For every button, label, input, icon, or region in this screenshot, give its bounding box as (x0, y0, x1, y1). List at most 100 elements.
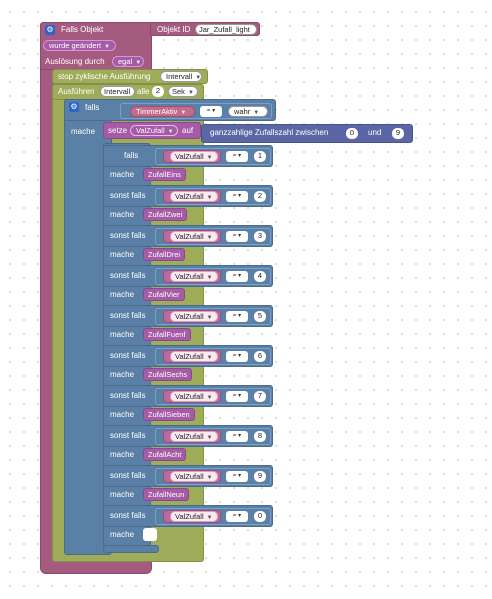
function-call-zufalleins[interactable]: ZufallEins (143, 168, 186, 181)
set-var-dropdown[interactable]: ValZufall ▼ (130, 125, 178, 136)
variable-dropdown[interactable]: ValZufall ▼ (170, 151, 218, 162)
compare-value[interactable]: 5 (254, 311, 266, 322)
random-label: ganzzahlige Zufallszahl zwischen (210, 128, 329, 137)
compare-value[interactable]: 9 (254, 471, 266, 482)
run-dropdown[interactable]: Intervall (100, 86, 135, 97)
then-label: mache (110, 330, 135, 339)
compare-value[interactable]: 4 (254, 271, 266, 282)
caret-down-icon: ▼ (206, 475, 213, 481)
stop-cycle-dropdown[interactable]: Intervall ▼ (160, 71, 202, 82)
caret-down-icon: ▼ (195, 75, 202, 81)
gear-icon[interactable]: ⚙ (45, 25, 55, 35)
else-if-label: sonst falls (110, 471, 146, 480)
set-label: setze (108, 126, 128, 135)
caret-down-icon: ▼ (206, 435, 213, 441)
function-call-zufallneun[interactable]: ZufallNeun (143, 488, 190, 501)
then-label: mache (110, 250, 135, 259)
caret-down-icon: ▼ (206, 195, 213, 201)
then-label: mache (110, 410, 135, 419)
else-if-label: sonst falls (110, 351, 146, 360)
outer-then-label: mache (71, 127, 96, 136)
variable-dropdown[interactable]: ValZufall ▼ (170, 191, 218, 202)
if-label: falls (124, 151, 139, 160)
operator-dropdown[interactable]: = ▾ (226, 151, 248, 162)
variable-dropdown[interactable]: ValZufall ▼ (170, 311, 218, 322)
object-id-field[interactable]: Jar_Zufall_light (195, 24, 257, 35)
compare-value[interactable]: 6 (254, 351, 266, 362)
timer-var-dropdown[interactable]: TimmerAktiv ▼ (130, 106, 195, 117)
run-label: Ausführen (58, 87, 95, 96)
caret-down-icon: ▼ (187, 90, 194, 96)
caret-down-icon: ▼ (180, 110, 187, 116)
every-label: alle (137, 87, 150, 96)
stop-cycle-label: stop zyklische Ausführung (58, 72, 151, 81)
then-label: mache (110, 170, 135, 179)
else-if-label: sonst falls (110, 511, 146, 520)
then-label: mache (110, 490, 135, 499)
variable-dropdown[interactable]: ValZufall ▼ (170, 471, 218, 482)
caret-down-icon: ▼ (253, 110, 260, 116)
caret-down-icon: ▼ (206, 315, 213, 321)
empty-statement-slot (143, 528, 157, 541)
operator-dropdown[interactable]: = ▾ (226, 391, 248, 402)
caret-down-icon: ▼ (206, 395, 213, 401)
random-from-value[interactable]: 0 (346, 128, 358, 139)
variable-dropdown[interactable]: ValZufall ▼ (170, 431, 218, 442)
function-call-zufallsieben[interactable]: ZufallSieben (143, 408, 195, 421)
random-int-block[interactable] (201, 124, 413, 143)
trigger-by-dropdown[interactable]: egal ▼ (112, 56, 144, 67)
operator-dropdown[interactable]: = ▾ (226, 191, 248, 202)
bool-dropdown[interactable]: wahr ▼ (228, 106, 268, 117)
caret-down-icon: ▼ (206, 275, 213, 281)
then-label: mache (110, 370, 135, 379)
operator-dropdown[interactable]: = ▾ (226, 351, 248, 362)
variable-dropdown[interactable]: ValZufall ▼ (170, 271, 218, 282)
caret-down-icon: ▼ (206, 155, 213, 161)
operator-dropdown[interactable]: = ▾ (226, 431, 248, 442)
random-to-value[interactable]: 9 (392, 128, 404, 139)
operator-dropdown[interactable]: = ▾ (226, 311, 248, 322)
function-call-zufalldrei[interactable]: ZufallDrei (143, 248, 186, 261)
operator-dropdown[interactable]: = ▾ (200, 106, 222, 117)
variable-dropdown[interactable]: ValZufall ▼ (170, 231, 218, 242)
compare-value[interactable]: 0 (254, 511, 266, 522)
else-if-label: sonst falls (110, 191, 146, 200)
compare-value[interactable]: 7 (254, 391, 266, 402)
operator-dropdown[interactable]: = ▾ (226, 231, 248, 242)
variable-dropdown[interactable]: ValZufall ▼ (170, 391, 218, 402)
operator-dropdown[interactable]: = ▾ (226, 271, 248, 282)
trigger-by-label: Auslösung durch (45, 57, 105, 66)
caret-down-icon: ▼ (206, 355, 213, 361)
changed-dropdown[interactable]: wurde geändert ▼ (43, 40, 116, 51)
compare-value[interactable]: 1 (254, 151, 266, 162)
else-if-label: sonst falls (110, 431, 146, 440)
operator-dropdown[interactable]: = ▾ (226, 511, 248, 522)
else-if-label: sonst falls (110, 311, 146, 320)
interval-value[interactable]: 2 (152, 86, 164, 97)
unit-dropdown[interactable]: Sek ▼ (168, 86, 198, 97)
function-call-zufallzwei[interactable]: ZufallZwei (143, 208, 188, 221)
then-label: mache (110, 290, 135, 299)
caret-down-icon: ▼ (135, 60, 142, 66)
inner-if-footer[interactable] (103, 545, 159, 553)
then-label: mache (110, 530, 135, 539)
else-if-label: sonst falls (110, 391, 146, 400)
to-label: auf (182, 126, 194, 135)
function-call-zufallfuenf[interactable]: ZufallFuenf (143, 328, 191, 341)
variable-dropdown[interactable]: ValZufall ▼ (170, 351, 218, 362)
variable-dropdown[interactable]: ValZufall ▼ (170, 511, 218, 522)
gear-icon[interactable]: ⚙ (69, 102, 79, 112)
function-call-zufallvier[interactable]: ZufallVier (143, 288, 185, 301)
compare-value[interactable]: 3 (254, 231, 266, 242)
compare-value[interactable]: 2 (254, 191, 266, 202)
outer-if-label: falls (85, 103, 100, 112)
and-label: und (368, 128, 382, 137)
else-if-label: sonst falls (110, 271, 146, 280)
trigger-title: Falls Objekt (61, 25, 104, 34)
function-call-zufallsechs[interactable]: ZufallSechs (143, 368, 193, 381)
function-call-zufallacht[interactable]: ZufallAcht (143, 448, 187, 461)
caret-down-icon: ▼ (167, 129, 174, 135)
then-label: mache (110, 210, 135, 219)
operator-dropdown[interactable]: = ▾ (226, 471, 248, 482)
compare-value[interactable]: 8 (254, 431, 266, 442)
